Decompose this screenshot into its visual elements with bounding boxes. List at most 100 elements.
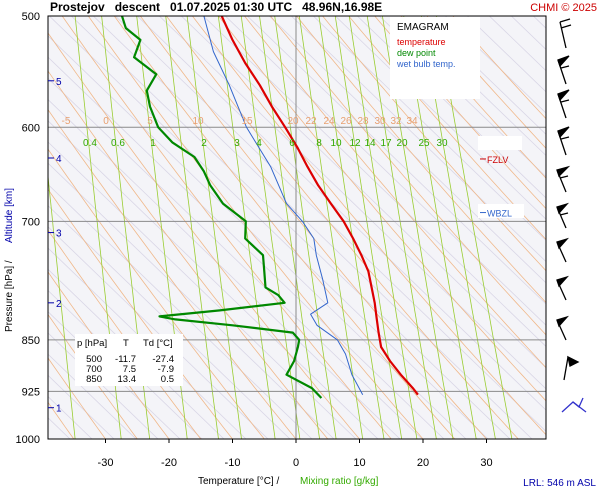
plot-frame [47,15,547,440]
altitude-tick-label: 3 [56,229,62,240]
saturated-adiabat-line [588,0,600,439]
dry-adiabat-label: 30 [374,116,386,127]
pressure-tick-label: 925 [22,386,40,398]
wind-barb-icon [557,55,570,85]
dry-adiabat-line [48,148,265,439]
temperature-tick-label: 30 [480,457,492,469]
altitude-tick-labels: 1 2 3 4 5 [48,77,62,415]
saturated-adiabat-line [92,16,533,439]
mixing-ratio-label: 17 [380,138,392,149]
mixing-ratio-line [165,16,219,439]
wind-barb-icon [563,355,580,381]
dry-adiabat-label: 15 [241,116,253,127]
wind-barb-icon [556,237,570,263]
mixing-ratio-label: 12 [349,138,361,149]
fzlv-label-bg [478,136,522,150]
mixing-ratio-label: 3 [234,138,240,149]
dry-adiabat-label: 24 [323,116,335,127]
legend-temperature: temperature [397,37,446,47]
saturated-adiabat-line [114,16,546,432]
mixing-ratio-line [334,16,403,439]
dry-adiabat-label: 0 [103,116,109,127]
dry-adiabat-line [48,357,106,439]
dew-point-line [120,16,323,399]
temperature-line [220,16,419,396]
saturated-adiabat-line [48,205,291,439]
saturated-adiabat-line [334,16,546,220]
dry-adiabat-line [270,16,546,336]
mixing-ratio-label: 2 [201,138,207,149]
dry-adiabat-label: 34 [406,116,418,127]
mixing-ratio-line [186,16,242,439]
saturated-adiabat-line [48,183,313,439]
dry-adiabat-line [48,32,360,439]
saturated-adiabat-line [290,16,546,263]
wind-barb-icon [556,275,570,301]
dry-adiabat-line [218,16,546,402]
pressure-tick-label: 850 [22,335,40,347]
dry-adiabat-label: -5 [62,116,71,127]
dry-adiabat-label: 26 [340,116,352,127]
altitude-tick-label: 4 [56,154,62,165]
wind-barbs [556,18,587,413]
mixing-ratio-lines [48,16,513,439]
mixing-ratio-line [348,16,418,439]
dry-adiabat-line [400,16,546,179]
temperature-tick-label: -20 [161,457,177,469]
mixing-ratio-labels: 0.4 0.6 1 2 3 4 6 8 10 12 14 17 20 25 30 [83,138,448,149]
table-cell: 0.5 [161,374,174,385]
mixing-ratio-line [48,172,76,439]
mixing-ratio-line [366,16,437,439]
table-cell: 850 [86,374,102,385]
dry-adiabat-line [348,16,546,241]
fzlv-marker: FZLV [478,136,522,165]
wind-barb-icon [557,126,570,156]
wind-barb-icon [556,165,571,193]
mixing-ratio-line [298,16,364,439]
dry-adiabat-label: 32 [390,116,402,127]
saturated-adiabat-line [312,16,546,241]
mixing-ratio-label: 1 [150,138,156,149]
dry-adiabat-line [296,16,546,304]
wbzl-label-bg [478,204,524,218]
table-cell: -7.9 [158,364,174,375]
dry-adiabat-line [87,16,424,439]
mixing-ratio-line [259,16,320,439]
mixing-ratio-line [318,16,385,439]
wind-barb-icon [557,89,570,119]
table-header-p: p [hPa] [77,338,107,349]
table-cell: -11.7 [115,354,136,365]
dry-adiabat-line [139,16,487,439]
mixing-ratio-label: 4 [256,138,262,149]
value-table-bg [75,334,183,386]
mixing-ratio-label: 8 [316,138,322,149]
saturated-adiabat-line [268,16,546,284]
dry-adiabat-line [452,16,546,120]
saturated-adiabat-line [48,162,335,439]
sounding-series [120,16,419,399]
dry-adiabat-label: 10 [192,116,204,127]
table-cell: 700 [86,364,102,375]
dry-adiabat-line [166,16,519,439]
temperature-tick-label: 10 [353,457,365,469]
saturated-adiabat-line [48,35,467,439]
temperature-tick-labels: -30 -20 -10 0 10 20 30 [98,439,493,469]
temperature-tick-label: 0 [293,457,299,469]
mixing-ratio-line [436,16,513,439]
fzlv-label: FZLV [487,155,508,165]
table-header-td: Td [°C] [143,338,173,349]
wbzl-marker: WBZL [478,204,524,219]
mixing-ratio-label: 10 [330,138,342,149]
saturated-adiabat-line [224,16,546,326]
wind-barb-icon [556,315,570,341]
dry-adiabat-label: 5 [147,116,153,127]
copyright-label: CHMI © 2025 [530,2,597,14]
dry-adiabat-line [244,16,546,369]
legend: EMAGRAM temperature dew point wet bulb t… [390,17,480,99]
saturated-adiabat-line [566,0,600,439]
pressure-tick-label: 600 [22,122,40,134]
mixing-ratio-line [217,16,276,439]
saturated-adiabat-line [202,16,546,347]
mixing-ratio-label: 25 [418,138,430,149]
